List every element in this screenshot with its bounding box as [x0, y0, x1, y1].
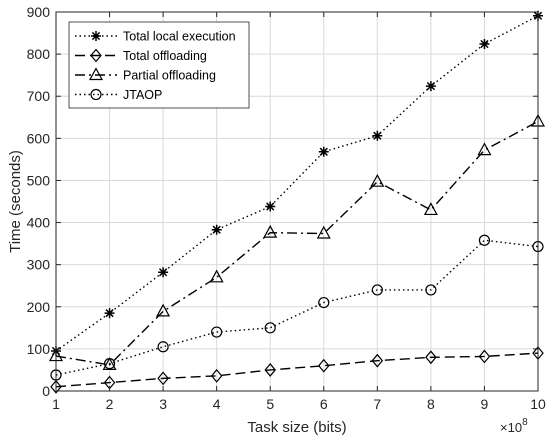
- x-tick-label: 4: [213, 396, 221, 412]
- data-point-total-local-execution: [104, 308, 115, 319]
- data-point-partial-offloading: [370, 173, 385, 187]
- y-tick-label: 200: [27, 299, 51, 315]
- x-axis-label: Task size (bits): [247, 419, 346, 436]
- y-tick-label: 0: [42, 383, 50, 399]
- data-point-jtaop: [264, 322, 276, 334]
- data-point-jtaop: [157, 341, 169, 353]
- legend-label: Total local execution: [123, 30, 236, 44]
- series-layer: [48, 10, 546, 394]
- data-point-total-local-execution: [372, 130, 383, 141]
- legend-marker: [90, 48, 102, 63]
- x-tick-label: 5: [266, 396, 274, 412]
- legend-label: Partial offloading: [123, 69, 216, 83]
- data-point-total-local-execution: [265, 201, 276, 212]
- data-point-total-offloading: [50, 379, 62, 394]
- legend-label: Total offloading: [123, 49, 207, 63]
- data-point-total-offloading: [317, 358, 330, 373]
- series-jtaop: [50, 234, 544, 381]
- data-point-jtaop: [425, 284, 437, 296]
- data-point-total-local-execution: [479, 39, 490, 50]
- legend: Total local execution Total offloading Par…: [68, 21, 250, 109]
- legend-entry-total-local-execution: Total local execution: [75, 30, 236, 44]
- data-point-partial-offloading: [156, 303, 171, 317]
- x-tick-label: 3: [159, 396, 167, 412]
- data-point-total-local-execution: [318, 146, 329, 157]
- plot-frame: [55, 11, 539, 392]
- x-tick-label: 2: [106, 396, 114, 412]
- data-point-jtaop: [318, 296, 330, 309]
- series-line-partial-offloading: [55, 120, 539, 366]
- y-axis-label: Time (seconds): [7, 150, 24, 253]
- data-point-total-offloading: [425, 350, 437, 365]
- legend-marker: [91, 31, 101, 41]
- legend-marker: [90, 88, 102, 101]
- y-tick-label: 900: [27, 4, 51, 20]
- y-tick-label: 100: [27, 341, 51, 357]
- data-point-jtaop: [211, 326, 223, 338]
- data-point-jtaop: [371, 284, 383, 296]
- data-point-jtaop: [478, 234, 491, 246]
- data-point-total-local-execution: [425, 81, 436, 92]
- x-tick-label: 10: [530, 396, 546, 412]
- data-point-total-offloading: [264, 363, 277, 377]
- y-tick-label: 600: [27, 130, 51, 146]
- y-tick-label: 400: [27, 215, 51, 231]
- series-total-offloading: [50, 346, 544, 394]
- y-tick-label: 800: [27, 46, 51, 62]
- legend-entry-jtaop: JTAOP: [75, 88, 162, 102]
- x-tick-label: 8: [427, 396, 435, 412]
- x-axis-multiplier: ×108: [500, 417, 528, 435]
- data-point-total-local-execution: [158, 267, 169, 278]
- y-tick-label: 700: [27, 88, 51, 104]
- data-point-partial-offloading: [102, 357, 117, 370]
- legend-marker: [88, 67, 104, 81]
- x-tick-label: 7: [373, 396, 381, 412]
- x-tick-label: 9: [481, 396, 489, 412]
- data-point-total-local-execution: [211, 224, 222, 235]
- data-point-total-offloading: [478, 349, 491, 364]
- data-point-total-offloading: [157, 371, 169, 386]
- data-point-partial-offloading: [423, 202, 438, 216]
- data-point-partial-offloading: [316, 225, 331, 239]
- data-point-jtaop: [103, 358, 116, 370]
- x-multiplier-base: ×10: [500, 420, 522, 435]
- series-line-total-local-execution: [55, 15, 539, 352]
- x-tick-label: 6: [320, 396, 328, 412]
- legend-label: JTAOP: [123, 88, 162, 102]
- legend-entry-total-offloading: Total offloading: [75, 48, 207, 63]
- data-point-partial-offloading: [209, 269, 224, 283]
- data-point-partial-offloading: [263, 224, 278, 238]
- y-tick-label: 500: [27, 172, 51, 188]
- series-line-jtaop: [55, 239, 539, 376]
- data-point-total-offloading: [210, 368, 223, 383]
- x-tick-label: 1: [52, 396, 60, 412]
- data-point-total-offloading: [371, 353, 384, 368]
- y-tick-label: 300: [27, 257, 51, 273]
- legend-entry-partial-offloading: Partial offloading: [75, 67, 216, 83]
- series-line-total-offloading: [55, 352, 539, 388]
- data-point-partial-offloading: [477, 142, 492, 156]
- x-multiplier-exponent: 8: [522, 417, 528, 428]
